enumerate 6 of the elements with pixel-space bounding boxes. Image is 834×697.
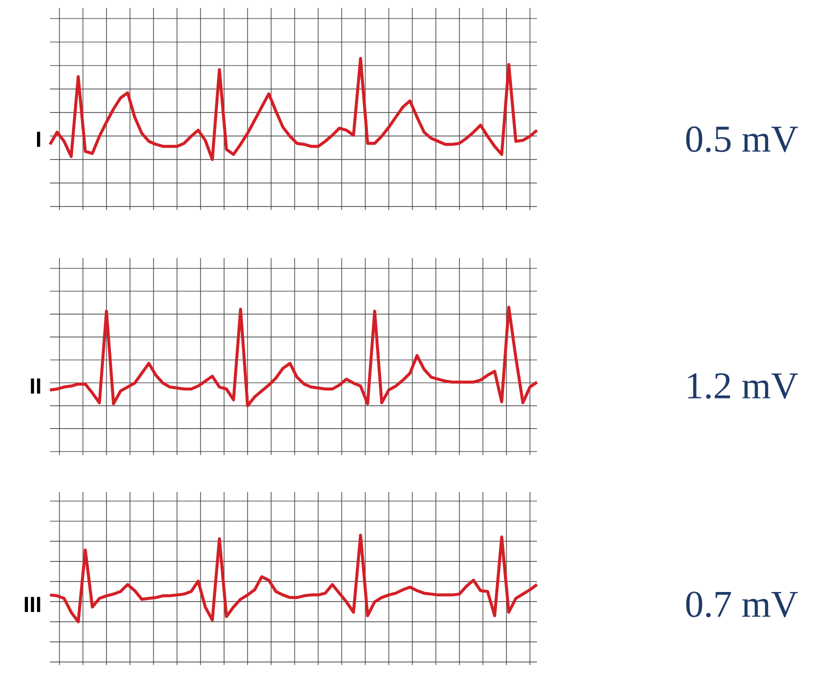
y-axis-title: I — [36, 132, 40, 147]
text: 0.7 mV — [686, 592, 798, 618]
y-axis-title: II — [30, 378, 40, 394]
text: 0.5 mV — [686, 126, 798, 152]
text: 1.2 mV — [688, 373, 798, 399]
y-axis-title: III — [24, 596, 40, 612]
